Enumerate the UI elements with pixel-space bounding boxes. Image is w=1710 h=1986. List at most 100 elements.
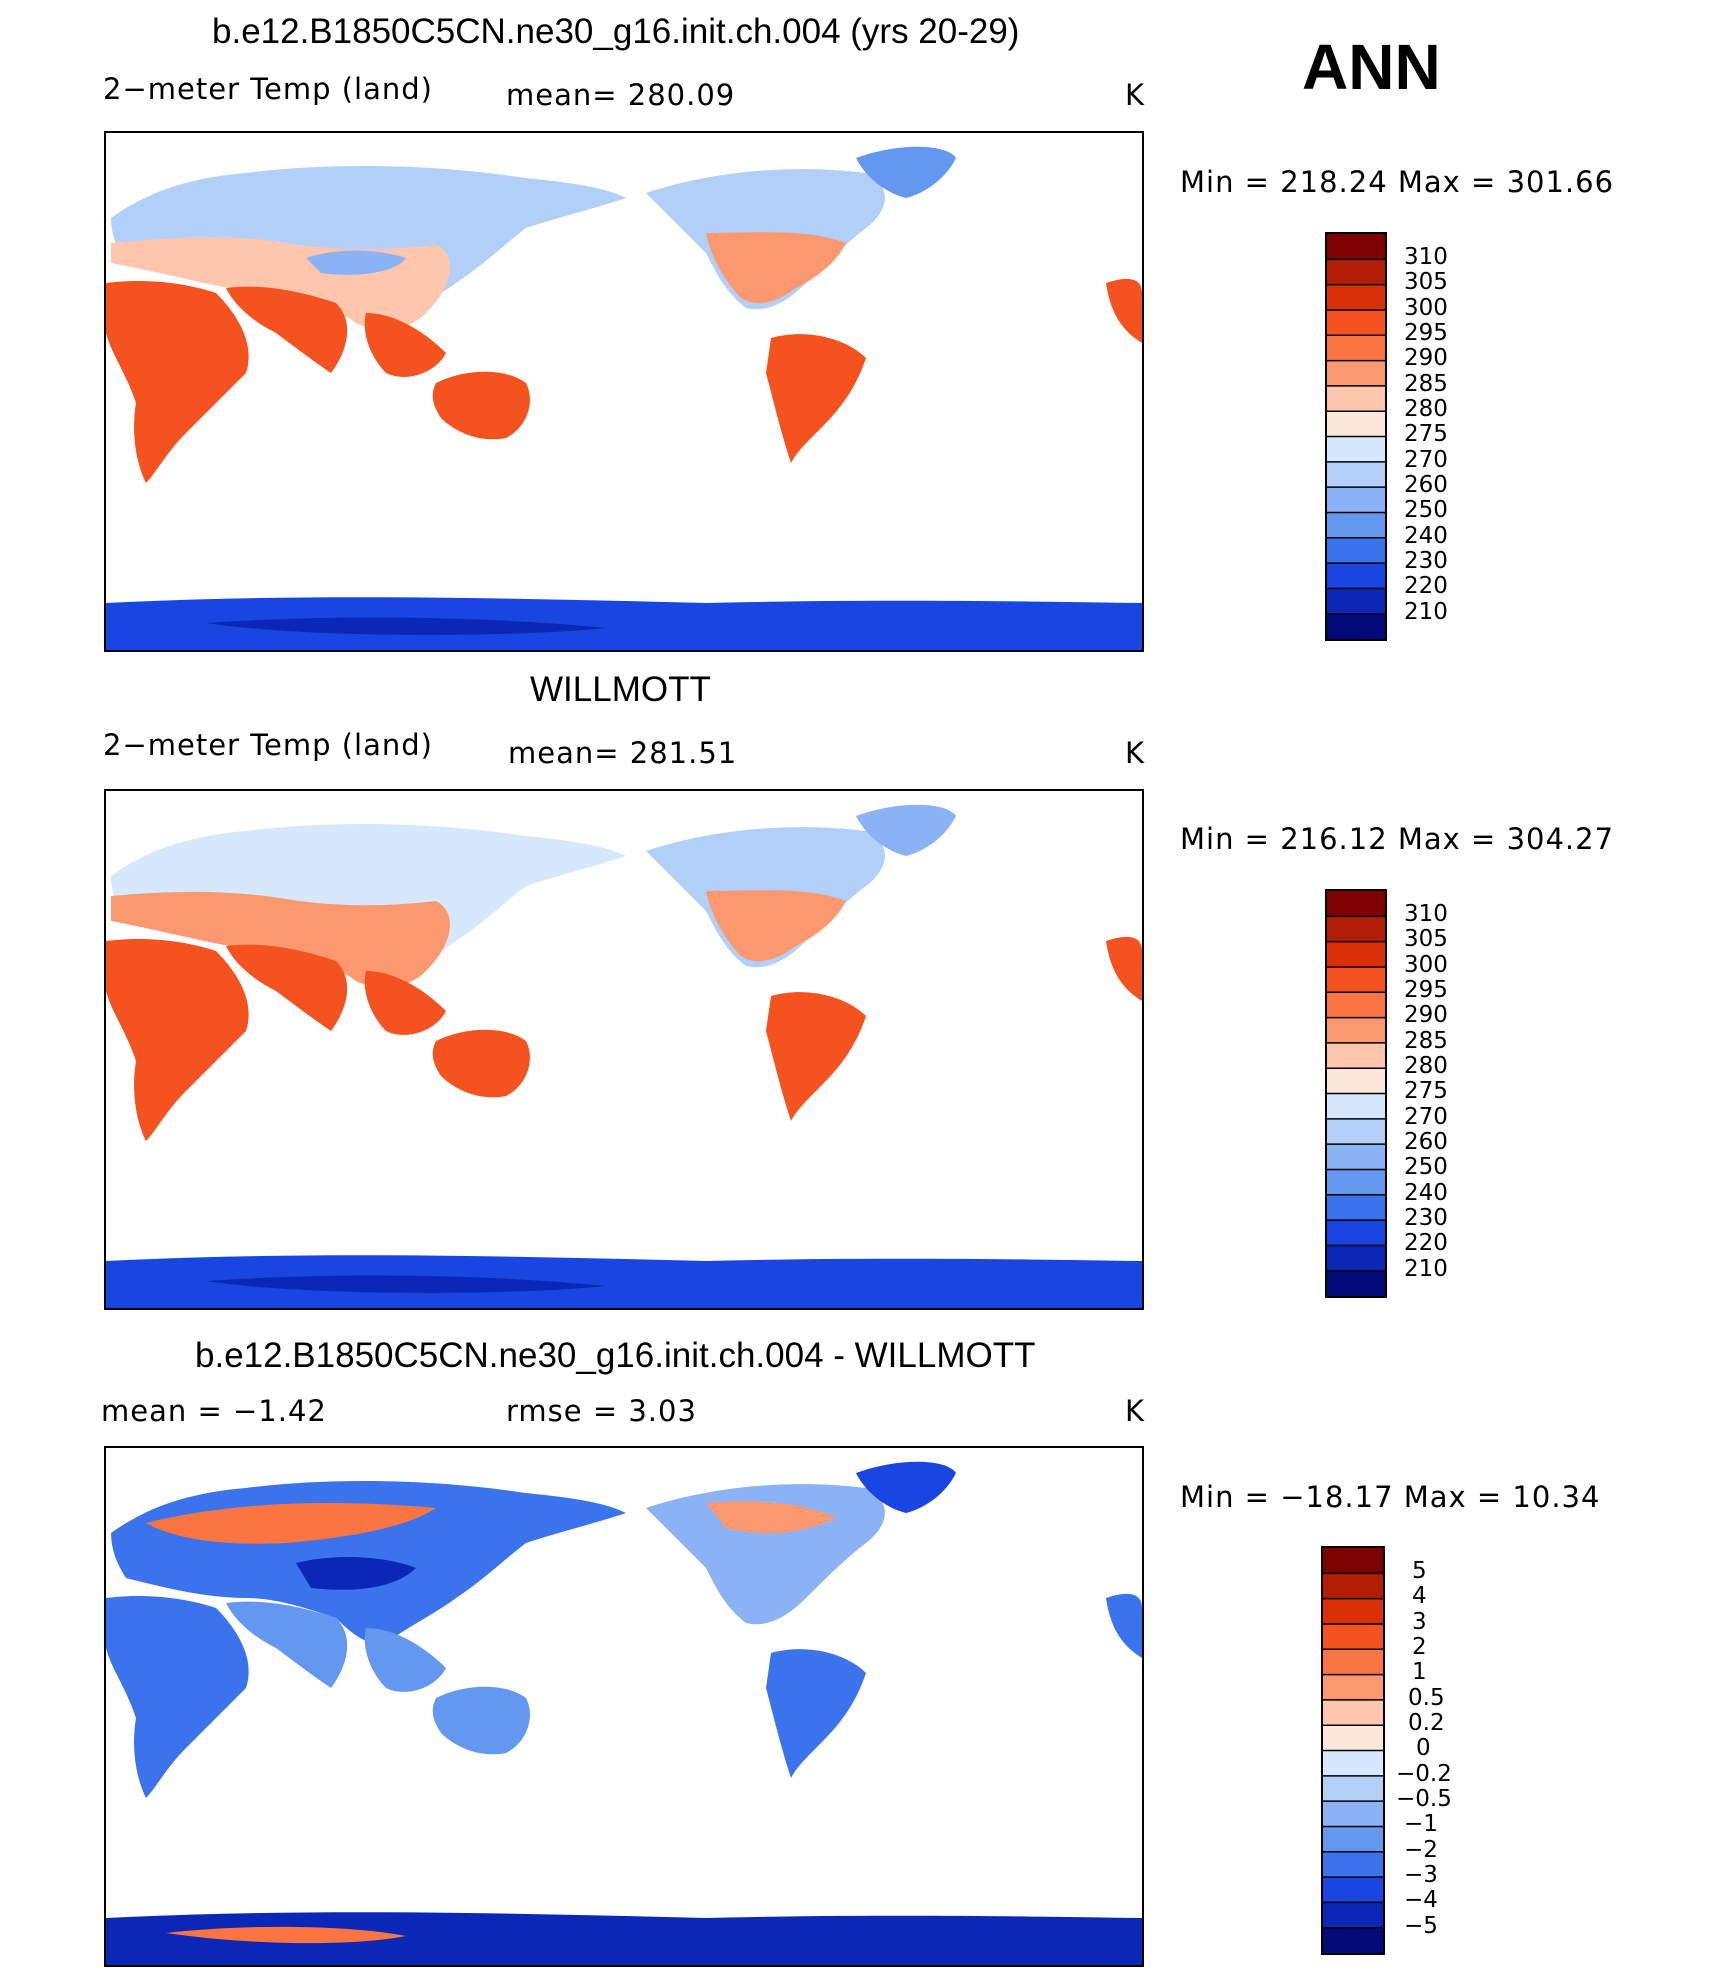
colorbar-swatch: [1327, 284, 1385, 311]
colorbar-swatch: [1323, 1927, 1383, 1953]
panel-1-africa: [106, 281, 249, 483]
panel-2-colorbar-tick: 240: [1404, 1180, 1448, 1206]
panel-1-arabia-india: [226, 286, 348, 373]
colorbar-swatch: [1327, 1068, 1385, 1094]
panel-2-colorbar-tick: 220: [1404, 1230, 1448, 1256]
panel-2-us: [706, 890, 846, 962]
panel-1-eurasia: [111, 166, 626, 329]
panel-2-colorbar-tick: 310: [1404, 901, 1448, 927]
panel-3-antarctica: [106, 1912, 1142, 1965]
panel-2-antarctica: [106, 1255, 1142, 1308]
panel-1-antarctica-core: [206, 617, 606, 635]
panel-3-africa: [106, 1596, 249, 1798]
panel-3-colorbar-tick: 2: [1412, 1634, 1427, 1660]
colorbar-swatch: [1327, 992, 1385, 1019]
panel-1-colorbar-tick: 275: [1404, 421, 1448, 447]
panel-1-colorbar-tick: 260: [1404, 472, 1448, 498]
panel-3-units-label: K: [1125, 1394, 1146, 1428]
panel-3-colorbar-tick: −0.5: [1396, 1786, 1452, 1812]
panel-3-arabia-india: [226, 1601, 348, 1688]
panel-2-colorbar-tick: 275: [1404, 1078, 1448, 1104]
panel-1-antarctica: [106, 597, 1142, 650]
panel-2-colorbar-tick: 260: [1404, 1129, 1448, 1155]
panel-2-arabia-india: [226, 944, 348, 1031]
panel-3-colorbar-tick: −3: [1404, 1862, 1438, 1888]
colorbar-swatch: [1327, 563, 1385, 589]
colorbar-swatch: [1323, 1725, 1383, 1751]
panel-3-colorbar-tick: −4: [1404, 1887, 1438, 1913]
colorbar-swatch: [1323, 1623, 1383, 1650]
panel-3-australia: [432, 1686, 530, 1755]
panel-1-colorbar-tick: 280: [1404, 396, 1448, 422]
colorbar-swatch: [1323, 1548, 1383, 1574]
panel-1-south-america: [766, 334, 866, 463]
panel-3-greenland: [856, 1461, 956, 1513]
panel-1-west-africa-edge: [1106, 278, 1142, 343]
panel-3-siberia-warm: [146, 1503, 436, 1544]
colorbar-swatch: [1327, 1093, 1385, 1120]
panel-3-se-asia: [364, 1628, 446, 1692]
panel-3-colorbar-tick: 4: [1412, 1583, 1427, 1609]
colorbar-swatch: [1327, 1017, 1385, 1044]
panel-2-colorbar-tick: 280: [1404, 1053, 1448, 1079]
panel-1-colorbar-tick: 300: [1404, 295, 1448, 321]
colorbar-swatch: [1327, 916, 1385, 943]
panel-1-minmax-label: Min = 218.24 Max = 301.66: [1180, 165, 1615, 199]
panel-3-colorbar: [1321, 1546, 1385, 1955]
panel-2-colorbar-tick: 270: [1404, 1104, 1448, 1130]
colorbar-swatch: [1327, 613, 1385, 639]
panel-2-variable-label: 2−meter Temp (land): [103, 728, 433, 762]
colorbar-swatch: [1327, 891, 1385, 917]
panel-2-mean-label: mean= 281.51: [508, 736, 738, 770]
panel-2-colorbar-tick: 210: [1404, 1256, 1448, 1282]
panel-1-variable-label: 2−meter Temp (land): [103, 72, 433, 106]
colorbar-swatch: [1327, 259, 1385, 286]
panel-1-colorbar-tick: 285: [1404, 371, 1448, 397]
panel-1-colorbar-tick: 295: [1404, 320, 1448, 346]
panel-3-colorbar-tick: 0: [1416, 1735, 1431, 1761]
colorbar-swatch: [1327, 234, 1385, 260]
panel-2-colorbar: [1325, 889, 1387, 1298]
season-label: ANN: [1302, 31, 1441, 103]
panel-3-rmse-label: rmse = 3.03: [506, 1394, 697, 1428]
panel-3-map: [104, 1446, 1144, 1967]
panel-2-colorbar-tick: 250: [1404, 1154, 1448, 1180]
panel-3-south-america: [766, 1649, 866, 1778]
panel-1-colorbar: [1325, 232, 1387, 641]
panel-3-mean-label: mean = −1.42: [101, 1394, 327, 1428]
panel-1-mean-label: mean= 280.09: [506, 78, 736, 112]
panel-1-colorbar-tick: 270: [1404, 447, 1448, 473]
colorbar-swatch: [1327, 360, 1385, 387]
panel-2-title: WILLMOTT: [530, 670, 711, 709]
panel-1-colorbar-tick: 210: [1404, 599, 1448, 625]
panel-1-map: [104, 131, 1144, 652]
panel-3-colorbar-tick: −5: [1404, 1913, 1438, 1939]
colorbar-swatch: [1327, 1245, 1385, 1272]
panel-3-colorbar-tick: −1: [1404, 1811, 1438, 1837]
colorbar-swatch: [1323, 1826, 1383, 1853]
colorbar-swatch: [1323, 1877, 1383, 1903]
panel-1-australia: [432, 371, 530, 440]
colorbar-swatch: [1323, 1775, 1383, 1802]
panel-1-tibet: [306, 250, 406, 275]
panel-2-colorbar-tick: 300: [1404, 952, 1448, 978]
panel-3-colorbar-tick: 0.5: [1408, 1685, 1445, 1711]
panel-1-colorbar-tick: 230: [1404, 548, 1448, 574]
panel-1-title: b.e12.B1850C5CN.ne30_g16.init.ch.004 (yr…: [212, 12, 1020, 51]
panel-2-se-asia: [364, 971, 446, 1035]
panel-2-minmax-label: Min = 216.12 Max = 304.27: [1180, 822, 1615, 856]
colorbar-swatch: [1327, 537, 1385, 564]
panel-2-eurasia-south: [111, 891, 450, 988]
colorbar-swatch: [1327, 385, 1385, 412]
colorbar-swatch: [1327, 436, 1385, 463]
panel-1-colorbar-tick: 240: [1404, 523, 1448, 549]
panel-3-colorbar-tick: −0.2: [1396, 1761, 1452, 1787]
panel-3-minmax-label: Min = −18.17 Max = 10.34: [1180, 1480, 1601, 1514]
panel-3-tibet: [296, 1556, 416, 1590]
panel-3-colorbar-tick: 3: [1412, 1609, 1427, 1635]
colorbar-swatch: [1327, 512, 1385, 539]
colorbar-swatch: [1327, 941, 1385, 968]
colorbar-swatch: [1327, 487, 1385, 513]
colorbar-swatch: [1323, 1699, 1383, 1726]
colorbar-swatch: [1327, 335, 1385, 362]
